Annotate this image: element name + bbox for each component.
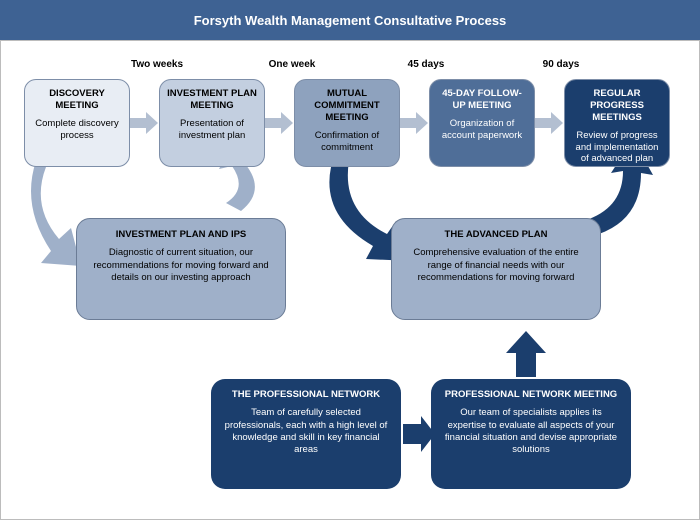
page-title: Forsyth Wealth Management Consultative P… xyxy=(194,13,507,28)
stage-desc: Complete discovery process xyxy=(35,118,118,141)
professional-network-title: THE PROFESSIONAL NETWORK xyxy=(223,389,389,401)
stage-desc: Review of progress and implementation of… xyxy=(576,130,659,165)
stage-title: REGULAR PROGRESS MEETINGS xyxy=(571,88,663,124)
ips-box: INVESTMENT PLAN AND IPS Diagnostic of cu… xyxy=(76,218,286,320)
stage-box: INVESTMENT PLAN MEETING Presentation of i… xyxy=(159,79,265,167)
professional-network-meeting-desc: Our team of specialists applies its expe… xyxy=(445,407,617,455)
timeline-label: 90 days xyxy=(543,59,580,70)
professional-network-meeting-box: PROFESSIONAL NETWORK MEETING Our team of… xyxy=(431,379,631,489)
stage-desc: Presentation of investment plan xyxy=(179,118,246,141)
stage-desc: Confirmation of commitment xyxy=(315,130,379,153)
page-title-bar: Forsyth Wealth Management Consultative P… xyxy=(0,0,700,40)
stage-title: MUTUAL COMMITMENT MEETING xyxy=(301,88,393,124)
stage-desc: Organization of account paperwork xyxy=(442,118,522,141)
stage-title: 45-DAY FOLLOW-UP MEETING xyxy=(436,88,528,112)
professional-network-box: THE PROFESSIONAL NETWORK Team of careful… xyxy=(211,379,401,489)
stage-box: DISCOVERY MEETING Complete discovery proc… xyxy=(24,79,130,167)
diagram-canvas: Two weeks One week 45 days 90 days DISCOVER… xyxy=(0,40,700,520)
advanced-plan-desc: Comprehensive evaluation of the entire r… xyxy=(413,247,578,283)
timeline-label: One week xyxy=(269,59,316,70)
stage-title: INVESTMENT PLAN MEETING xyxy=(166,88,258,112)
ips-desc: Diagnostic of current situation, our rec… xyxy=(93,247,268,283)
advanced-plan-box: THE ADVANCED PLAN Comprehensive evaluati… xyxy=(391,218,601,320)
timeline-label: 45 days xyxy=(408,59,445,70)
advanced-plan-title: THE ADVANCED PLAN xyxy=(404,229,588,241)
professional-network-meeting-title: PROFESSIONAL NETWORK MEETING xyxy=(443,389,619,401)
professional-network-desc: Team of carefully selected professionals… xyxy=(225,407,388,455)
stage-box: REGULAR PROGRESS MEETINGS Review of progr… xyxy=(564,79,670,167)
stage-box: 45-DAY FOLLOW-UP MEETING Organization of … xyxy=(429,79,535,167)
timeline-label: Two weeks xyxy=(131,59,183,70)
ips-title: INVESTMENT PLAN AND IPS xyxy=(89,229,273,241)
stage-box: MUTUAL COMMITMENT MEETING Confirmation of… xyxy=(294,79,400,167)
stage-title: DISCOVERY MEETING xyxy=(31,88,123,112)
